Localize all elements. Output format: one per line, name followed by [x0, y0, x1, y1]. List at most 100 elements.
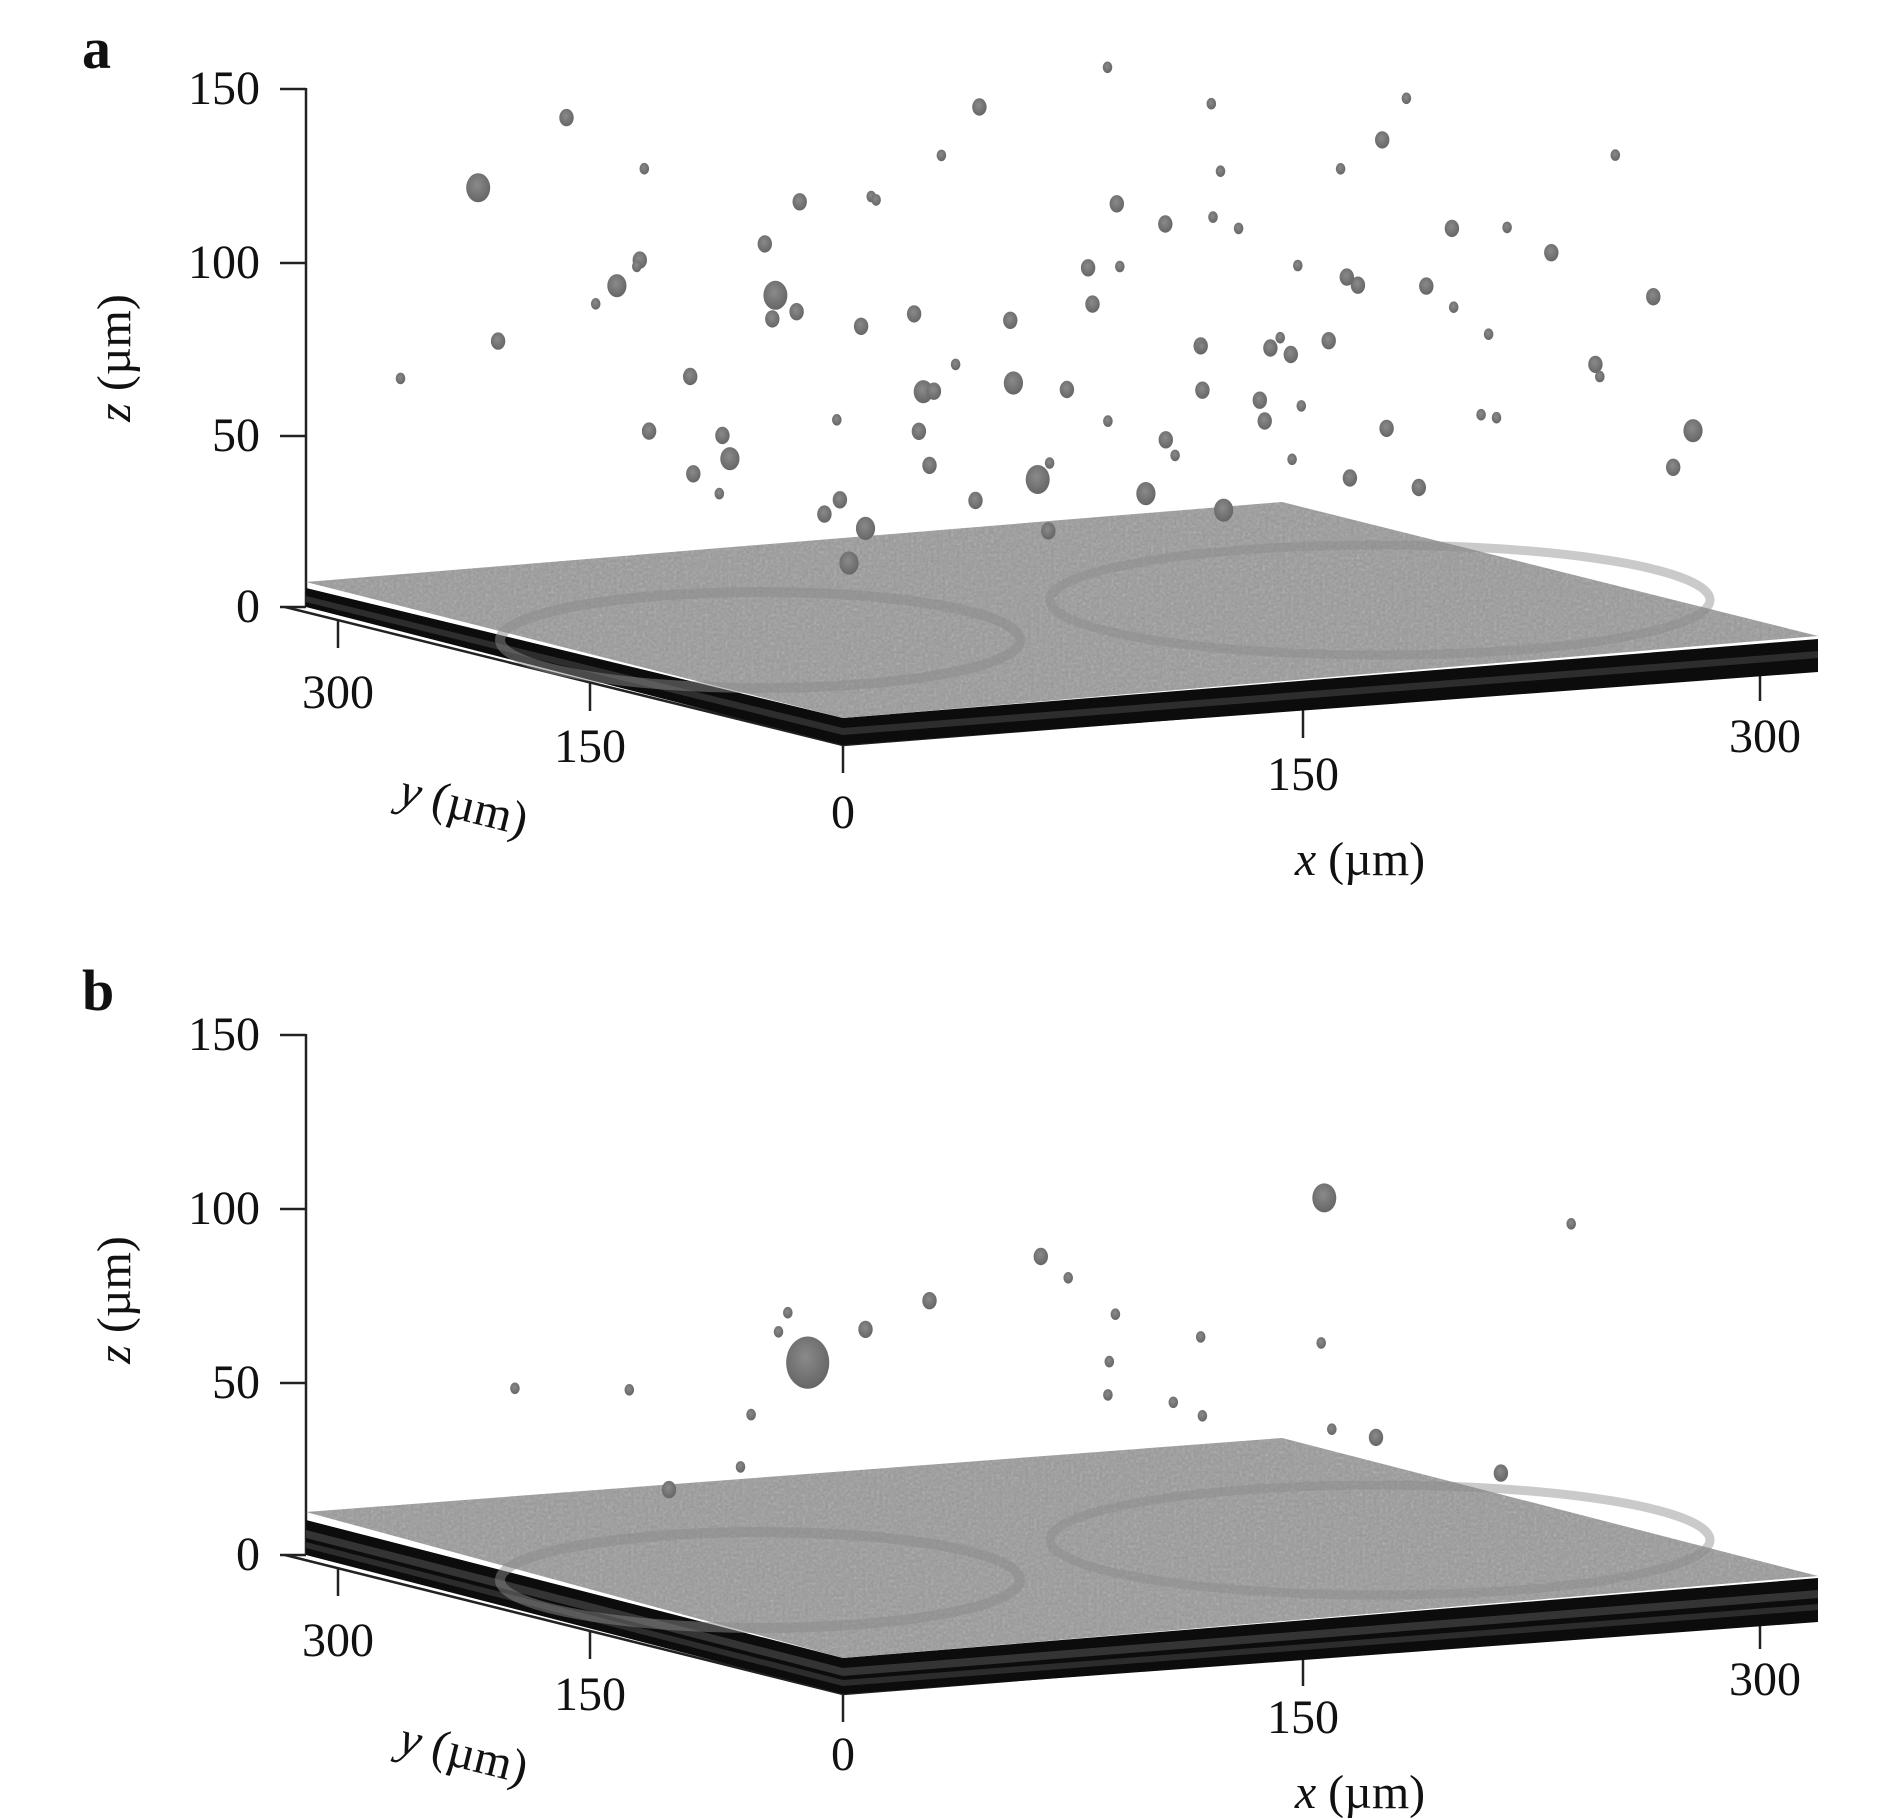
particle-point — [1197, 1410, 1208, 1422]
particle-point — [1195, 1331, 1206, 1343]
particle-point — [950, 358, 961, 371]
y-axis-unit: (µm) — [426, 772, 533, 847]
particle-point — [559, 108, 574, 127]
x-axis-unit: (µm) — [1328, 1766, 1425, 1819]
particle-point — [1115, 260, 1125, 273]
particle-point — [1233, 222, 1244, 235]
particle-point — [1588, 355, 1603, 374]
particle-point — [832, 491, 848, 509]
y-axis-unit: (µm) — [426, 1720, 533, 1795]
particle-point — [926, 382, 942, 400]
x-tick-label: 150 — [1267, 1691, 1339, 1744]
x-axis-var: x — [1294, 833, 1316, 886]
particle-point — [789, 303, 804, 321]
particle-point — [1263, 339, 1278, 357]
z-tick-label: 100 — [188, 236, 260, 289]
slab-texture-ring — [495, 1527, 1025, 1633]
y-axis-line — [284, 1553, 844, 1696]
particle-point — [1283, 345, 1299, 364]
x-axis-label: x (µm) — [1294, 1766, 1425, 1819]
particle-point — [1003, 371, 1024, 395]
z-tick-label: 150 — [188, 1008, 260, 1061]
particle-point — [1483, 328, 1494, 341]
panel-b: b 150 100 50 0 z (µm) 300 150 y (µm) — [82, 958, 1819, 1819]
particle-point — [1419, 277, 1434, 295]
particle-point — [1059, 380, 1075, 399]
particle-point — [639, 162, 650, 175]
z-axis-var: z — [88, 403, 141, 423]
particle-point — [1350, 276, 1366, 294]
particle-point — [1544, 244, 1559, 262]
x-tick-label: 300 — [1729, 710, 1801, 763]
particle-point — [1287, 453, 1297, 466]
particle-point — [972, 98, 987, 116]
particle-point — [1025, 465, 1050, 494]
x-tick-label: 0 — [831, 1728, 855, 1781]
particle-point — [1102, 61, 1113, 74]
particle-point — [1085, 295, 1100, 313]
particle-point — [1168, 1396, 1179, 1409]
slab-top — [306, 502, 1818, 718]
particle-point — [1170, 449, 1180, 462]
panel-a: a 150 100 50 0 z (µm) 300 150 y (µm) — [82, 16, 1819, 886]
particle-point — [1041, 522, 1056, 540]
particle-point — [1683, 419, 1703, 443]
particle-point — [1368, 1428, 1384, 1447]
particle-cloud — [395, 61, 1703, 575]
particle-point — [1444, 219, 1460, 238]
particle-point — [490, 332, 506, 350]
particle-point — [1321, 332, 1336, 350]
particle-point — [1158, 215, 1173, 233]
particle-point — [624, 1384, 635, 1396]
particle-point — [1312, 1183, 1337, 1213]
particle-point — [1104, 1355, 1115, 1368]
z-axis-var: z — [88, 1345, 141, 1365]
particle-point — [1044, 457, 1055, 469]
slab-edge — [306, 1520, 1818, 1694]
particle-point — [1411, 478, 1427, 497]
particle-point — [1033, 1247, 1049, 1266]
x-tick-label: 0 — [831, 786, 855, 839]
x-axis-unit — [1316, 833, 1328, 886]
slab-texture-ring — [1045, 540, 1715, 660]
z-tick-label: 0 — [236, 580, 260, 633]
y-tick-label: 300 — [302, 666, 374, 719]
x-axis-var: x — [1294, 1766, 1316, 1819]
particle-point — [1476, 408, 1486, 421]
particle-point — [1103, 1389, 1113, 1401]
y-tick-label: 300 — [302, 1614, 374, 1667]
panel-label-a: a — [82, 16, 111, 81]
particle-point — [922, 456, 937, 475]
particle-point — [686, 465, 701, 483]
y-ticks: 300 150 — [302, 1568, 626, 1721]
particle-point — [510, 1382, 520, 1395]
x-axis-unit: (µm) — [1328, 833, 1425, 886]
particle-point — [1316, 1337, 1326, 1349]
particle-point — [395, 372, 406, 385]
particle-point — [1003, 311, 1018, 329]
x-ticks: 0 150 300 — [831, 673, 1801, 839]
particle-point — [773, 1326, 784, 1338]
z-axis-label: z (µm) — [88, 294, 141, 423]
particle-point — [913, 380, 933, 404]
particle-point — [590, 298, 601, 310]
panel-label-b: b — [82, 958, 114, 1023]
particle-point — [1342, 469, 1358, 487]
particle-point — [765, 310, 780, 328]
slab-texture-ring — [495, 587, 1025, 693]
particle-point — [1379, 419, 1394, 438]
particle-point — [1296, 400, 1307, 412]
particle-point — [839, 551, 859, 575]
y-ticks: 300 150 — [302, 620, 626, 773]
particle-point — [1197, 341, 1207, 353]
particle-point — [466, 173, 491, 203]
x-axis-unit — [1316, 1766, 1328, 1819]
particle-point — [1335, 163, 1346, 175]
particle-point — [661, 1480, 677, 1499]
particle-point — [1339, 268, 1355, 286]
particle-point — [1195, 381, 1210, 399]
x-axis-label: x (µm) — [1294, 833, 1425, 886]
particle-point — [1595, 370, 1605, 383]
particle-point — [1257, 412, 1272, 430]
z-ticks: 150 100 50 0 — [188, 1008, 306, 1581]
